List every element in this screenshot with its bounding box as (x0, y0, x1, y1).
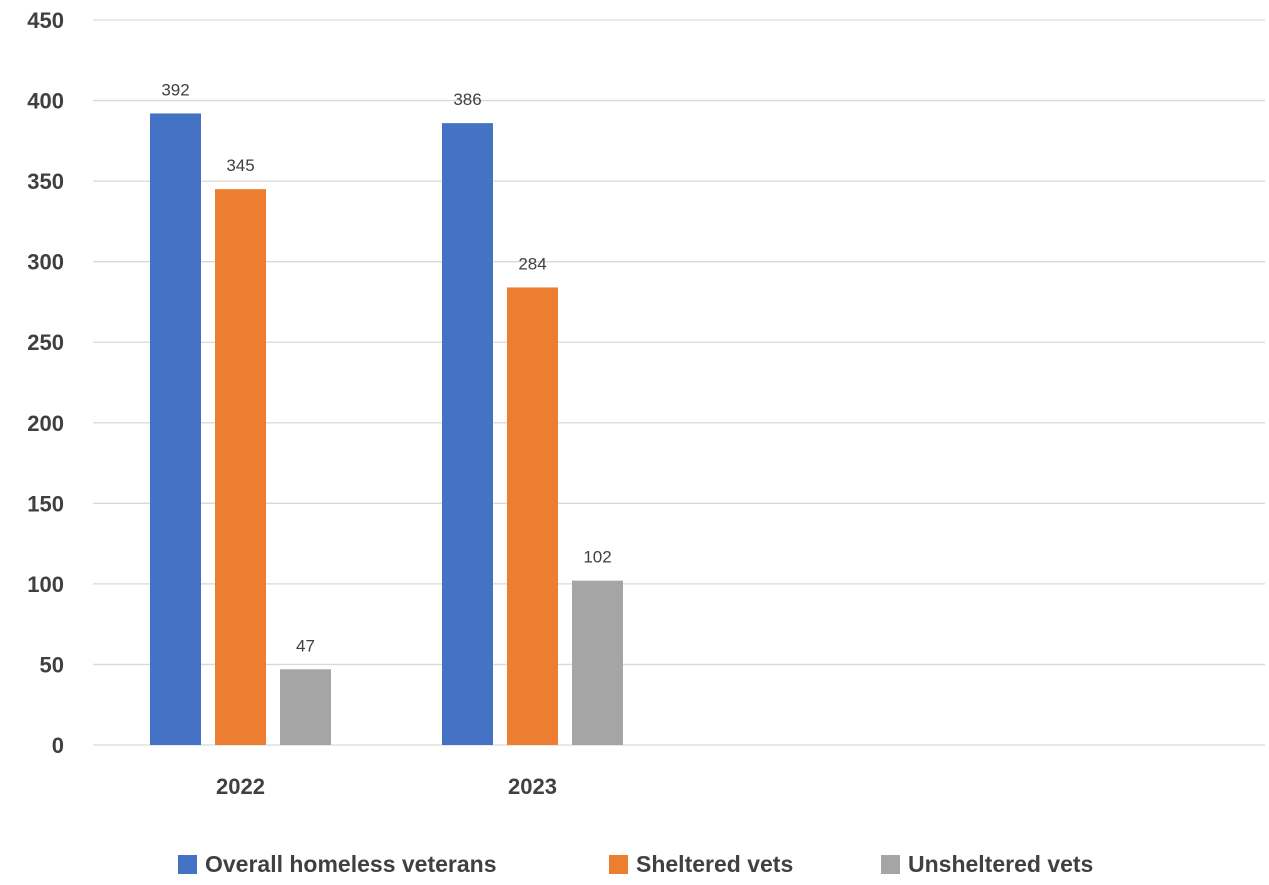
y-axis: 0 50 100 150 200 250 300 350 400 450 (27, 8, 64, 758)
y-tick-label: 250 (27, 330, 64, 355)
legend-item: Sheltered vets (609, 851, 793, 877)
data-label: 392 (161, 80, 189, 99)
legend: Overall homeless veterans Sheltered vets U… (178, 851, 1093, 877)
y-tick-label: 150 (27, 491, 64, 516)
bar (150, 113, 201, 745)
legend-item: Unsheltered vets (881, 851, 1093, 877)
data-label: 284 (518, 254, 546, 273)
bar (507, 287, 558, 745)
bar (442, 123, 493, 746)
legend-label: Overall homeless veterans (205, 851, 497, 877)
y-tick-label: 50 (40, 652, 64, 677)
y-tick-label: 450 (27, 8, 64, 33)
data-label: 345 (226, 156, 254, 175)
y-tick-label: 400 (27, 89, 64, 114)
bar (215, 189, 266, 745)
bar (572, 580, 623, 745)
data-label: 47 (296, 636, 315, 655)
legend-swatch (178, 855, 197, 874)
y-tick-label: 0 (52, 733, 64, 758)
data-label: 386 (453, 90, 481, 109)
x-tick-label: 2022 (216, 774, 265, 799)
legend-label: Unsheltered vets (908, 851, 1093, 877)
legend-swatch (609, 855, 628, 874)
bar (280, 669, 331, 745)
y-tick-label: 100 (27, 572, 64, 597)
y-tick-label: 300 (27, 250, 64, 275)
y-tick-label: 350 (27, 169, 64, 194)
legend-label: Sheltered vets (636, 851, 793, 877)
gridlines (93, 19, 1265, 746)
x-tick-label: 2023 (508, 774, 557, 799)
y-tick-label: 200 (27, 411, 64, 436)
bars: 392 345 47 386 284 102 (150, 80, 623, 746)
x-axis: 2022 2023 (216, 774, 557, 799)
data-label: 102 (583, 548, 611, 567)
legend-swatch (881, 855, 900, 874)
legend-item: Overall homeless veterans (178, 851, 497, 877)
